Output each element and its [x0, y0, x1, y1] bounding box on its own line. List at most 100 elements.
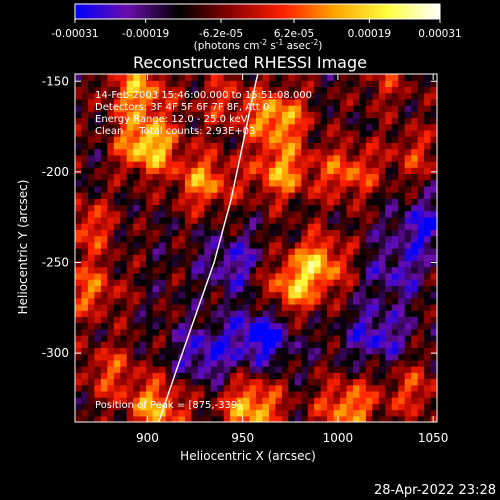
- heatmap-pixel: [275, 397, 283, 404]
- heatmap-pixel: [204, 198, 212, 206]
- heatmap-pixel: [275, 403, 283, 411]
- heatmap-pixel: [430, 223, 437, 230]
- heatmap-pixel: [146, 161, 154, 168]
- x-axis-title: Heliocentric X (arcsec): [180, 449, 316, 463]
- heatmap-pixel: [346, 390, 354, 398]
- heatmap-pixel: [107, 192, 115, 199]
- heatmap-pixel: [113, 111, 121, 119]
- heatmap-pixel: [391, 105, 399, 112]
- heatmap-pixel: [81, 198, 89, 206]
- heatmap-pixel: [417, 279, 425, 286]
- heatmap-pixel: [417, 179, 425, 187]
- heatmap-pixel: [197, 111, 205, 119]
- heatmap-pixel: [165, 415, 173, 422]
- heatmap-pixel: [87, 353, 95, 361]
- heatmap-pixel: [217, 123, 225, 131]
- heatmap-pixel: [139, 403, 147, 411]
- heatmap-pixel: [184, 229, 192, 237]
- heatmap-pixel: [391, 372, 399, 380]
- heatmap-pixel: [268, 384, 276, 392]
- heatmap-pixel: [398, 254, 406, 262]
- heatmap-pixel: [294, 161, 302, 168]
- heatmap-pixel: [230, 353, 238, 361]
- heatmap-pixel: [352, 111, 361, 119]
- heatmap-pixel: [359, 248, 367, 255]
- heatmap-pixel: [275, 223, 283, 230]
- heatmap-pixel: [294, 179, 302, 187]
- heatmap-pixel: [365, 223, 373, 230]
- heatmap-pixel: [126, 148, 134, 156]
- heatmap-pixel: [424, 210, 432, 218]
- heatmap-pixel: [249, 266, 257, 274]
- heatmap-pixel: [359, 192, 367, 199]
- heatmap-pixel: [314, 235, 322, 243]
- heatmap-pixel: [359, 161, 367, 168]
- heatmap-pixel: [365, 328, 373, 336]
- heatmap-pixel: [359, 105, 367, 112]
- heatmap-pixel: [236, 117, 244, 125]
- heatmap-pixel: [430, 341, 437, 349]
- heatmap-pixel: [372, 185, 380, 193]
- heatmap-pixel: [378, 216, 386, 224]
- y-axis-ticks: -150-200-250-300: [42, 74, 437, 360]
- heatmap-pixel: [236, 341, 244, 349]
- heatmap-pixel: [87, 216, 95, 224]
- heatmap-pixel: [424, 173, 432, 181]
- heatmap-pixel: [346, 241, 354, 249]
- heatmap-pixel: [197, 372, 205, 380]
- heatmap-pixel: [120, 303, 128, 311]
- heatmap-pixel: [411, 297, 419, 305]
- heatmap-pixel: [352, 98, 361, 106]
- heatmap-pixel: [262, 409, 270, 417]
- heatmap-pixel: [210, 105, 218, 112]
- heatmap-pixel: [184, 297, 192, 305]
- heatmap-pixel: [365, 254, 373, 262]
- heatmap-pixel: [87, 142, 95, 150]
- heatmap-pixel: [288, 204, 296, 212]
- heatmap-pixel: [204, 415, 212, 422]
- heatmap-pixel: [333, 260, 341, 268]
- heatmap-pixel: [365, 260, 373, 268]
- heatmap-pixel: [430, 117, 437, 125]
- heatmap-pixel: [404, 303, 412, 311]
- heatmap-pixel: [359, 328, 367, 336]
- heatmap-pixel: [346, 111, 354, 119]
- heatmap-pixel: [210, 248, 218, 255]
- heatmap-pixel: [411, 397, 419, 404]
- heatmap-pixel: [411, 390, 419, 398]
- heatmap-pixel: [430, 297, 437, 305]
- heatmap-pixel: [113, 123, 121, 131]
- heatmap-pixel: [314, 328, 322, 336]
- heatmap-pixel: [139, 204, 147, 212]
- heatmap-pixel: [249, 241, 257, 249]
- heatmap-pixel: [365, 266, 373, 274]
- heatmap-pixel: [197, 316, 205, 324]
- heatmap-pixel: [307, 297, 315, 305]
- heatmap-pixel: [113, 229, 121, 237]
- heatmap-pixel: [307, 198, 315, 206]
- heatmap-pixel: [385, 341, 393, 349]
- heatmap-pixel: [204, 223, 212, 230]
- x-tick-label: 900: [136, 431, 159, 445]
- heatmap-pixel: [87, 310, 95, 317]
- heatmap-pixel: [398, 198, 406, 206]
- heatmap-pixel: [191, 341, 199, 349]
- heatmap-pixel: [178, 136, 186, 143]
- heatmap-pixel: [236, 415, 244, 422]
- heatmap-pixel: [365, 216, 373, 224]
- heatmap-pixel: [210, 92, 218, 100]
- heatmap-pixel: [391, 74, 399, 81]
- heatmap-pixel: [417, 198, 425, 206]
- heatmap-pixel: [411, 142, 419, 150]
- heatmap-pixel: [152, 372, 160, 380]
- heatmap-pixel: [126, 397, 134, 404]
- heatmap-pixel: [268, 279, 276, 286]
- heatmap-pixel: [75, 136, 83, 143]
- heatmap-pixel: [417, 322, 425, 330]
- heatmap-pixel: [424, 185, 432, 193]
- heatmap-pixel: [359, 291, 367, 299]
- heatmap-pixel: [378, 241, 386, 249]
- heatmap-pixel: [113, 409, 121, 417]
- heatmap-pixel: [133, 316, 141, 324]
- heatmap-pixel: [352, 179, 361, 187]
